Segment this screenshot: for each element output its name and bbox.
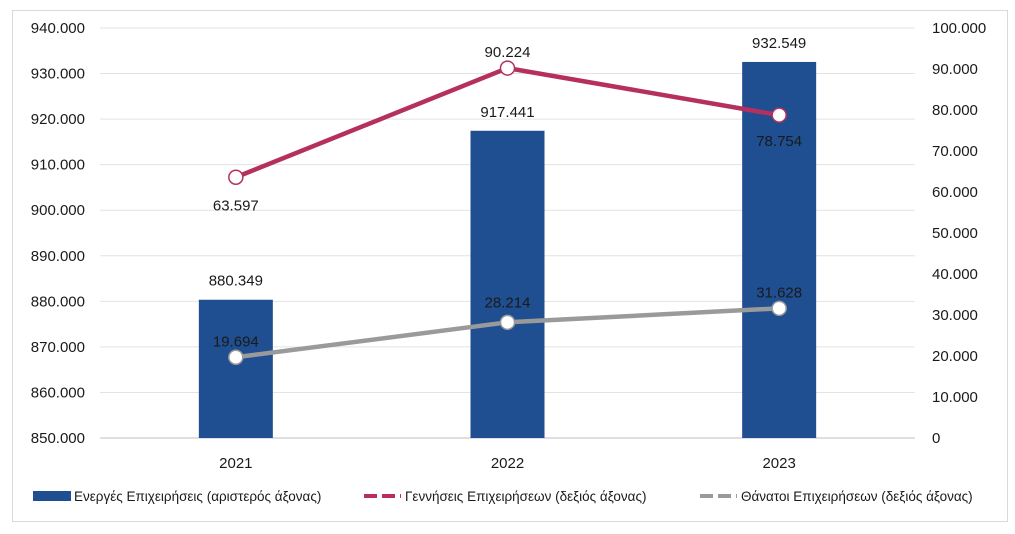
line-marker [771,107,787,123]
legend-label: Ενεργές Επιχειρήσεις (αριστερός άξονας) [74,489,321,504]
left-tick-label: 900.000 [31,202,85,219]
right-tick-label: 70.000 [932,143,978,160]
legend-swatch-bar [33,491,71,501]
right-tick-label: 60.000 [932,184,978,201]
right-tick-label: 30.000 [932,307,978,324]
line-data-label: 31.628 [756,284,802,301]
line-data-label: 19.694 [213,333,259,350]
x-tick-label: 2022 [491,455,524,472]
right-tick-label: 0 [932,430,940,447]
line-data-label: 78.754 [756,133,802,150]
right-axis-ticks: 0 10.000 20.000 30.000 40.000 50.000 60.000 70.… [932,20,986,447]
line-data-label: 90.224 [485,44,531,61]
line-data-label: 63.597 [213,197,259,214]
line-marker [228,349,244,366]
line-marker [499,314,516,331]
bar [198,299,273,438]
legend-label: Γεννήσεις Επιχειρήσεων (δεξιός άξονας) [405,489,646,504]
left-tick-label: 880.000 [31,293,85,310]
left-tick-label: 920.000 [31,111,85,128]
right-tick-label: 20.000 [932,348,978,365]
right-tick-label: 10.000 [932,389,978,406]
bar [470,130,545,438]
line-marker [499,60,516,76]
x-axis-ticks: 2021 2022 2023 [219,455,796,472]
data-labels: 880.349 917.441 932.549 63.597 90.224 78.754 1… [209,35,807,350]
bar-data-label: 880.349 [209,273,263,290]
right-tick-label: 80.000 [932,102,978,119]
x-tick-label: 2023 [762,455,795,472]
bar-data-label: 917.441 [480,104,534,121]
right-tick-label: 90.000 [932,61,978,78]
left-tick-label: 940.000 [31,20,85,37]
legend: Ενεργές Επιχειρήσεις (αριστερός άξονας) Γ… [33,489,973,504]
x-tick-label: 2021 [219,455,252,472]
chart-frame [12,10,1008,522]
bar-data-label: 932.549 [752,35,806,52]
line-data-label: 28.214 [485,294,531,311]
bar [742,61,817,438]
right-tick-label: 40.000 [932,266,978,283]
left-tick-label: 930.000 [31,66,85,83]
line-marker [228,169,244,186]
line-marker [771,300,787,317]
right-tick-label: 50.000 [932,225,978,242]
left-axis-ticks: 850.000 860.000 870.000 880.000 890.000 900.0… [31,20,85,447]
left-tick-label: 890.000 [31,248,85,265]
legend-label: Θάνατοι Επιχειρήσεων (δεξιός άξονας) [741,489,973,504]
right-tick-label: 100.000 [932,20,986,37]
left-tick-label: 910.000 [31,157,85,174]
left-tick-label: 850.000 [31,430,85,447]
bars [198,61,817,438]
left-tick-label: 870.000 [31,339,85,356]
lines [228,60,787,366]
left-tick-label: 860.000 [31,384,85,401]
